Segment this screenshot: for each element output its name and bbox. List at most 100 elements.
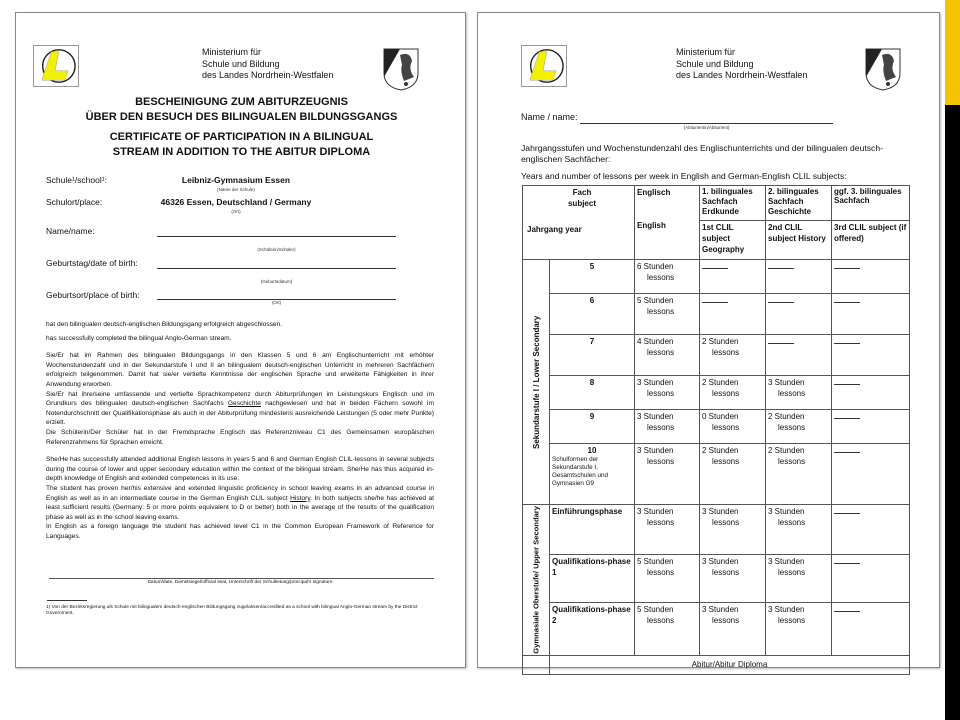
lessons-cell-eng: 5 Stunden lessons [634, 553, 700, 604]
lessons-count: 3 Stunden [768, 507, 805, 516]
lessons-count: 6 Stunden [637, 262, 674, 271]
school-hint: (Name der Schule) [217, 187, 255, 192]
header-english-en: English [637, 221, 666, 230]
lessons-unit: lessons [712, 348, 740, 357]
lessons-cell-eng: 3 Stunden lessons [634, 504, 700, 555]
lessons-cell-c1: 2 Stunden lessons [699, 375, 766, 410]
text: The student has proven her/his extensive… [46, 484, 434, 502]
lessons-cell-eng: 5 Stunden lessons [634, 293, 700, 335]
lessons-unit: lessons [647, 273, 675, 282]
lessons-unit: lessons [647, 518, 675, 527]
year-cell: 7 [549, 334, 635, 376]
year-cell: 8 [549, 375, 635, 410]
lessons-unit: lessons [647, 567, 675, 577]
year-label: Einführungsphase [552, 507, 623, 516]
not-applicable-dash [834, 418, 860, 419]
text: nachgewiesen und hat in beiden Fächern s… [46, 400, 434, 427]
not-applicable-dash [834, 611, 860, 613]
body-text: hat den bilingualen deutsch-englischen B… [46, 320, 434, 541]
header-clil1-en: 1st CLIL subject Geography [699, 220, 766, 260]
ministry-line: Ministerium für [202, 47, 262, 57]
dob-field[interactable] [157, 268, 396, 269]
lessons-cell-c2: 3 Stunden lessons [765, 504, 832, 555]
lessons-count: 2 Stunden [702, 378, 739, 387]
lessons-unit: lessons [778, 567, 806, 577]
name-field[interactable] [157, 236, 396, 237]
lessons-count: 5 Stunden [637, 556, 674, 566]
lessons-unit: lessons [712, 389, 740, 398]
intro-de: Jahrgangsstufen und Wochenstundenzahl de… [521, 143, 883, 164]
not-applicable-dash [834, 452, 860, 453]
table-row: Sekundarstufe I / Lower Secondary 5 6 Stun… [522, 259, 910, 505]
name-label: Name/name: [46, 226, 95, 236]
lessons-cell-c1: 2 Stunden lessons [699, 443, 766, 505]
lessons-cell-c3 [831, 553, 910, 604]
not-applicable-dash [768, 268, 794, 269]
ministry-line: Schule und Bildung [202, 58, 280, 69]
year-cell: 10 Schulformen der Sekundarstufe I, Gesam… [549, 443, 635, 505]
para-en-2: The student has proven her/his extensive… [46, 484, 434, 522]
name-hint: (Abiturientin/Abiturient) [683, 125, 730, 130]
lessons-cell-c1: 3 Stunden lessons [699, 602, 766, 656]
para-en-3: In English as a foreign language the stu… [46, 523, 434, 540]
not-applicable-dash [834, 343, 860, 344]
not-applicable-dash [768, 343, 794, 344]
lessons-cell-eng: 4 Stunden lessons [634, 334, 700, 376]
lessons-cell-c1: 2 Stunden lessons [699, 334, 766, 376]
lessons-count: 3 Stunden [702, 507, 739, 516]
title-line: STREAM IN ADDITION TO THE ABITUR DIPLOMA [112, 146, 371, 158]
lessons-cell-eng: 3 Stunden lessons [634, 375, 700, 410]
subject-de: Geschichte [227, 400, 261, 408]
year-label: 8 [589, 378, 595, 387]
header-fach: Fach subject [567, 188, 596, 208]
header-fach-jahrgang: Fach subject Jahrgang year [522, 185, 635, 260]
lessons-count: 5 Stunden [637, 605, 674, 615]
lessons-cell-c3 [831, 293, 910, 335]
slide-accent-bar-black [945, 105, 960, 720]
lessons-count: 2 Stunden [702, 337, 739, 346]
lessons-table: Fach subject Jahrgang year Englisch Engl… [522, 185, 910, 675]
lessons-cell-c1 [699, 293, 766, 335]
lessons-cell-c2: 2 Stunden lessons [765, 409, 832, 444]
lessons-unit: lessons [647, 423, 675, 432]
lessons-cell-c3 [831, 334, 910, 376]
footer-empty-cell [522, 654, 550, 675]
lessons-count: 2 Stunden [702, 446, 739, 455]
lessons-cell-c2 [765, 259, 832, 294]
lessons-count: 2 Stunden [768, 446, 805, 455]
year-label: 9 [589, 412, 595, 421]
lessons-unit: lessons [712, 423, 740, 432]
signature-line[interactable] [49, 578, 434, 579]
footnote: 1) Von der Bezirksregierung als Schule m… [46, 605, 418, 616]
lessons-unit: lessons [647, 389, 675, 398]
certificate-page-1: Ministerium für Schule und Bildung des L… [15, 12, 466, 668]
dob-label: Geburtstag/date of birth: [46, 258, 138, 268]
lessons-unit: lessons [778, 518, 806, 527]
name-field[interactable] [580, 123, 833, 124]
lessons-cell-c2: 2 Stunden lessons [765, 443, 832, 505]
year-label: 6 [589, 296, 595, 305]
nrw-crest-icon [383, 48, 419, 91]
year-note: Schulformen der Sekundarstufe I, Gesamts… [552, 456, 609, 487]
lessons-count: 3 Stunden [768, 605, 805, 615]
table-row: 10 Schulformen der Sekundarstufe I, Gesam… [523, 443, 910, 505]
place-label: Schulort/place: [46, 197, 103, 207]
table-row: 7 4 Stunden lessons 2 Stunden lessons [523, 334, 910, 376]
lessons-unit: lessons [712, 457, 740, 466]
lessons-cell-c2 [765, 293, 832, 335]
year-label: 5 [589, 262, 595, 271]
lessons-unit: lessons [647, 307, 675, 316]
subject-en: History [290, 494, 311, 502]
lessons-unit: lessons [647, 457, 675, 466]
intro-en: Years and number of lessons per week in … [521, 171, 847, 181]
year-cell: Einführungsphase [549, 504, 635, 555]
school-label: Schule¹/school¹: [46, 175, 107, 185]
title-line: CERTIFICATE OF PARTICIPATION IN A BILING… [109, 131, 374, 143]
lessons-count: 0 Stunden [702, 412, 739, 421]
school-logo-icon [521, 45, 567, 87]
lessons-cell-eng: 3 Stunden lessons [634, 443, 700, 505]
year-cell: Qualifikations-phase 1 [549, 553, 635, 604]
pob-field[interactable] [157, 299, 396, 300]
header-clil2-en: 2nd CLIL subject History [765, 220, 832, 260]
not-applicable-dash [834, 268, 860, 269]
